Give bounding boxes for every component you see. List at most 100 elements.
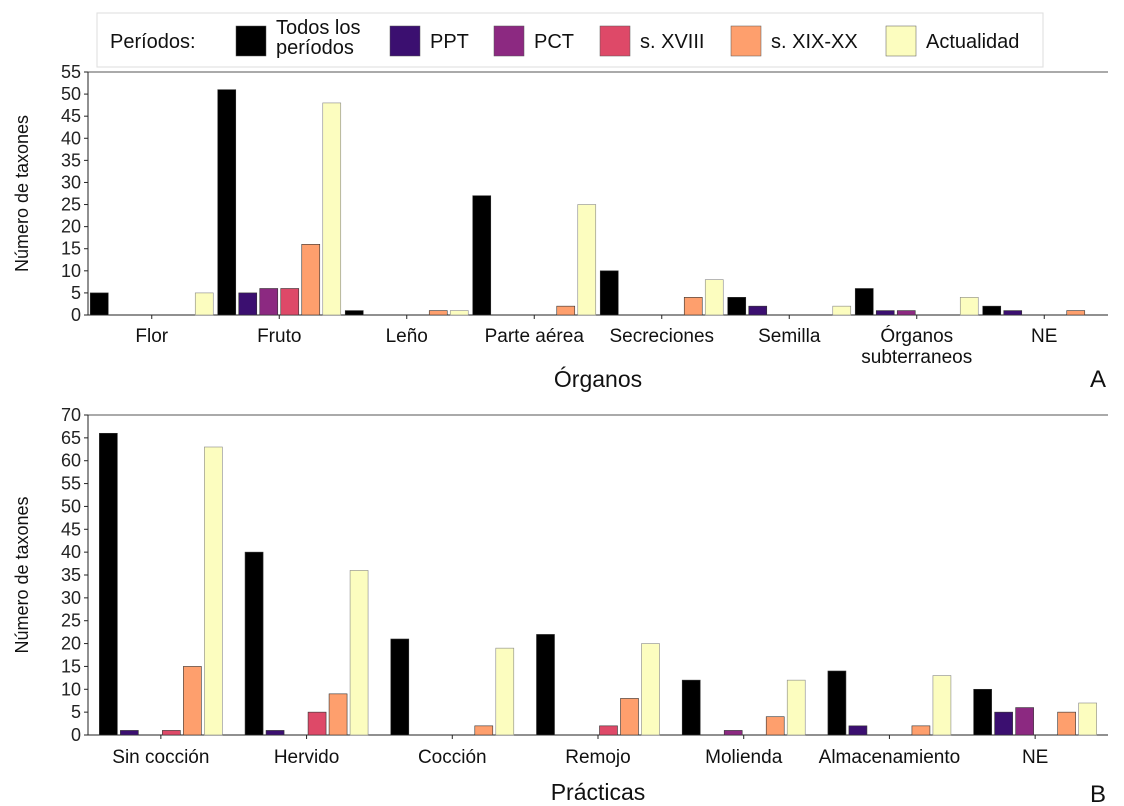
y-tick-label: 20	[61, 634, 81, 654]
x-tick-label: Leño	[386, 326, 428, 347]
y-tick-label: 15	[61, 239, 81, 259]
bar	[328, 693, 348, 736]
y-tick-label: 60	[61, 451, 81, 471]
legend-label-line1: Todos los	[276, 17, 361, 39]
legend-swatch	[493, 25, 525, 57]
y-tick-label: 40	[61, 128, 81, 148]
y-tick-label: 15	[61, 656, 81, 676]
bar	[727, 297, 747, 316]
y-tick-label: 0	[71, 725, 81, 745]
y-tick-label: 40	[61, 542, 81, 562]
y-tick-label: 55	[61, 474, 81, 494]
bar	[848, 725, 868, 736]
legend-label: s. XVIII	[640, 31, 704, 53]
bar	[599, 725, 618, 736]
x-tick-label: Parte aérea	[485, 326, 585, 347]
bar	[827, 670, 847, 736]
legend-label: s. XIX-XX	[771, 31, 858, 53]
y-tick-label: 0	[71, 305, 81, 325]
x-axis-title: Prácticas	[551, 779, 646, 805]
bar	[322, 102, 342, 316]
panel-letter: A	[1090, 366, 1106, 393]
y-tick-label: 55	[61, 62, 81, 82]
x-tick-label: Hervido	[274, 747, 339, 768]
bar	[994, 711, 1013, 736]
bar	[307, 711, 327, 736]
bar	[428, 310, 448, 316]
bar	[959, 297, 979, 316]
y-tick-label: 20	[61, 217, 81, 237]
bar	[217, 89, 237, 316]
y-tick-label: 35	[61, 150, 81, 170]
y-axis-title: Número de taxones	[12, 496, 32, 653]
bar	[681, 679, 701, 736]
bar	[301, 244, 321, 316]
bar	[577, 204, 597, 316]
legend-label: PCT	[534, 31, 574, 53]
bar	[911, 725, 931, 736]
bar	[723, 730, 743, 736]
x-tick-label: Almacenamiento	[819, 747, 961, 768]
bar	[495, 647, 515, 736]
x-tick-label-line: Órganos	[880, 325, 953, 347]
panel-letter: B	[1090, 781, 1106, 806]
bar	[280, 288, 300, 316]
bar	[259, 288, 279, 316]
bar	[875, 310, 895, 316]
legend-swatch	[885, 25, 917, 57]
x-tick-label-line: subterraneos	[861, 347, 972, 368]
x-tick-label: Secreciones	[609, 326, 714, 347]
bar	[162, 730, 181, 736]
bar	[973, 688, 992, 736]
x-tick-label: Semilla	[758, 326, 821, 347]
x-tick-label: Flor	[135, 326, 168, 347]
bar	[449, 310, 469, 316]
bar	[1078, 702, 1097, 736]
y-tick-label: 25	[61, 195, 81, 215]
bar	[620, 698, 639, 736]
legend-title: Períodos:	[110, 31, 196, 53]
x-tick-label: Molienda	[705, 747, 783, 768]
y-tick-label: 65	[61, 428, 81, 448]
x-tick-label: Cocción	[418, 747, 487, 768]
y-tick-label: 35	[61, 565, 81, 585]
y-tick-label: 5	[71, 702, 81, 722]
legend-label: Todos los períodos	[276, 17, 366, 59]
legend-swatch	[389, 25, 421, 57]
bar	[120, 730, 139, 736]
x-axis-title: Órganos	[554, 366, 642, 392]
bar	[556, 305, 576, 316]
bar	[238, 292, 258, 316]
bar	[932, 675, 952, 736]
x-tick-label: NE	[1022, 747, 1048, 768]
bar	[599, 270, 619, 316]
y-tick-label: 10	[61, 679, 81, 699]
bar	[832, 305, 852, 316]
y-tick-label: 45	[61, 519, 81, 539]
bar	[536, 634, 555, 736]
bar	[344, 310, 364, 316]
legend-label-line2: períodos	[276, 37, 354, 59]
bar	[896, 310, 916, 316]
bar	[474, 725, 494, 736]
bar	[683, 297, 703, 316]
bar	[982, 305, 1002, 316]
x-tick-label: NE	[1031, 326, 1057, 347]
y-axis-title: Número de taxones	[12, 115, 32, 272]
legend-label: PPT	[430, 31, 469, 53]
bar	[349, 570, 369, 736]
x-tick-label: Sin cocción	[112, 747, 209, 768]
x-tick-label: Remojo	[565, 747, 630, 768]
bar	[99, 432, 118, 736]
bar	[786, 679, 806, 736]
y-tick-label: 50	[61, 84, 81, 104]
bar	[244, 551, 264, 736]
bar	[89, 292, 109, 316]
bar	[183, 666, 202, 736]
legend-label: Actualidad	[926, 31, 1019, 53]
y-tick-label: 30	[61, 588, 81, 608]
y-tick-label: 50	[61, 496, 81, 516]
